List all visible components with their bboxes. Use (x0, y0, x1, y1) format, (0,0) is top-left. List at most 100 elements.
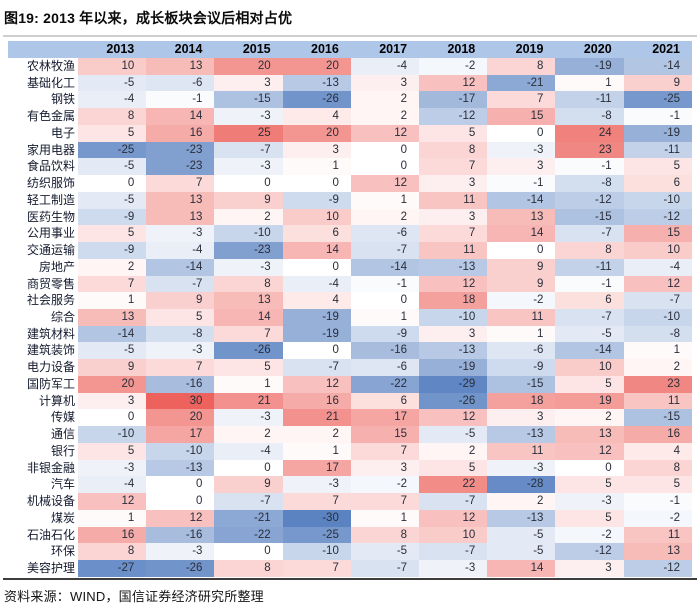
heatmap-row: 家用电器 -25 -23 -7 3 0 8 -3 23 -11 (8, 141, 692, 159)
heatmap-cell: 11 (623, 392, 692, 410)
heatmap-cell: -8 (623, 325, 692, 343)
heatmap-cell: 15 (623, 225, 692, 243)
row-label-industry: 电力设备 (8, 359, 79, 376)
heatmap-cell: 5 (78, 225, 147, 243)
heatmap-cell: 16 (282, 392, 351, 410)
heatmap-cell: -7 (555, 309, 624, 326)
heatmap-cell: 0 (350, 292, 420, 310)
row-label-industry: 银行 (8, 442, 79, 460)
heatmap-cell: -3 (214, 158, 283, 176)
heatmap-cell: 3 (214, 74, 283, 92)
heatmap-row: 银行 5 -10 -4 1 7 2 11 12 4 (8, 442, 692, 460)
heatmap-cell: 1 (623, 342, 692, 360)
heatmap-row: 建筑材料 -14 -8 7 -19 -9 3 1 -5 -8 (8, 325, 692, 343)
heatmap-cell: 6 (623, 175, 692, 192)
heatmap-cell: 0 (487, 242, 556, 259)
heatmap-cell: -6 (146, 74, 215, 92)
heatmap-cell: -3 (146, 543, 215, 561)
heatmap-cell: -13 (146, 459, 215, 477)
heatmap-cell: -29 (419, 375, 488, 393)
heatmap-cell: 20 (146, 409, 215, 427)
heatmap-body: 农林牧渔 10 13 20 20 -4 -2 8 -19 -14 基础化工 -5 -6 3 -13 3 12 -2… (8, 58, 692, 577)
row-label-industry: 建筑装饰 (8, 342, 79, 360)
heatmap-cell: 8 (487, 58, 556, 75)
heatmap-cell: -5 (555, 325, 624, 343)
heatmap-cell: -3 (214, 258, 283, 276)
heatmap-cell: 13 (487, 208, 556, 226)
heatmap-cell: 4 (282, 108, 351, 125)
heatmap-cell: 1 (350, 191, 420, 209)
heatmap-row: 社会服务 1 9 13 4 0 18 -2 6 -7 (8, 292, 692, 310)
row-label-industry: 有色金属 (8, 108, 79, 125)
heatmap-cell: -26 (214, 342, 283, 360)
heatmap-row: 电子 5 16 25 20 12 5 0 24 -19 (8, 124, 692, 142)
heatmap-row: 综合 13 5 14 -19 1 -10 11 -7 -10 (8, 309, 692, 326)
heatmap-cell: 12 (419, 74, 488, 92)
heatmap-cell: -15 (487, 375, 556, 393)
heatmap-cell: 8 (419, 141, 488, 159)
heatmap-cell: 14 (146, 108, 215, 125)
heatmap-cell: 24 (555, 124, 624, 142)
heatmap-cell: -7 (555, 225, 624, 243)
heatmap-cell: -2 (623, 509, 692, 527)
year-header-row: 2013 2014 2015 2016 2017 2018 2019 2020 2021 (8, 41, 692, 58)
heatmap-cell: -3 (78, 459, 147, 477)
heatmap-cell: 14 (487, 225, 556, 243)
heatmap-row: 轻工制造 -5 13 9 -9 1 11 -14 -12 -10 (8, 191, 692, 209)
heatmap-cell: -21 (487, 74, 556, 92)
heatmap-cell: -2 (350, 476, 420, 494)
row-label-industry: 基础化工 (8, 74, 79, 92)
heatmap-cell: 3 (78, 392, 147, 410)
heatmap-cell: 2 (623, 359, 692, 376)
heatmap-cell: 1 (78, 292, 147, 310)
heatmap-cell: 3 (419, 175, 488, 192)
heatmap-cell: 5 (78, 442, 147, 460)
heatmap-cell: -19 (419, 359, 488, 376)
heatmap-cell: -14 (78, 325, 147, 343)
column-header-year: 2018 (419, 41, 488, 58)
heatmap-cell: 5 (78, 124, 147, 142)
heatmap-cell: 18 (487, 392, 556, 410)
heatmap-cell: -10 (214, 225, 283, 243)
row-label-industry: 石油石化 (8, 526, 79, 544)
heatmap-cell: 12 (555, 442, 624, 460)
heatmap-cell: -13 (419, 342, 488, 360)
heatmap-cell: 2 (214, 208, 283, 226)
heatmap-cell: 25 (214, 124, 283, 142)
heatmap-cell: 17 (350, 409, 420, 427)
heatmap-cell: 1 (555, 74, 624, 92)
heatmap-cell: 9 (214, 191, 283, 209)
heatmap-cell: 14 (282, 242, 351, 259)
heatmap-cell: -10 (78, 426, 147, 443)
heatmap-cell: 5 (419, 459, 488, 477)
heatmap-cell: 3 (282, 141, 351, 159)
heatmap-cell: -12 (623, 560, 692, 577)
row-label-industry: 纺织服饰 (8, 175, 79, 192)
heatmap-cell: 0 (282, 175, 351, 192)
column-header-year: 2013 (78, 41, 147, 58)
heatmap-cell: 2 (78, 258, 147, 276)
heatmap-cell: 9 (623, 74, 692, 92)
row-label-industry: 通信 (8, 426, 79, 443)
heatmap-row: 石油石化 16 -16 -22 -25 8 10 -5 -2 11 (8, 526, 692, 544)
heatmap-cell: 10 (419, 526, 488, 544)
heatmap-cell: -10 (623, 309, 692, 326)
heatmap-cell: 7 (487, 91, 556, 109)
heatmap-cell: 10 (282, 208, 351, 226)
heatmap-cell: 3 (350, 459, 420, 477)
heatmap-cell: 3 (419, 208, 488, 226)
heatmap-cell: -3 (146, 225, 215, 243)
heatmap-cell: 7 (214, 325, 283, 343)
heatmap-cell: 2 (214, 426, 283, 443)
heatmap-cell: 1 (78, 509, 147, 527)
heatmap-cell: -15 (555, 208, 624, 226)
heatmap-cell: 9 (214, 476, 283, 494)
heatmap-cell: -12 (419, 108, 488, 125)
heatmap-cell: 7 (350, 493, 420, 510)
row-label-industry: 环保 (8, 543, 79, 561)
heatmap-cell: 17 (282, 459, 351, 477)
heatmap-cell: -27 (78, 560, 147, 577)
heatmap-row: 通信 -10 17 2 2 15 -5 -13 13 16 (8, 426, 692, 443)
heatmap-cell: -1 (487, 175, 556, 192)
row-label-industry: 农林牧渔 (8, 58, 79, 75)
